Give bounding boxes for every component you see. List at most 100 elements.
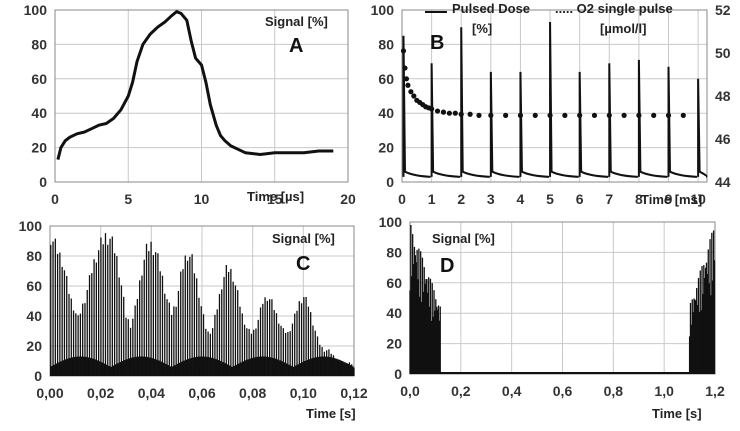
x-tick-label: 0,6: [553, 383, 573, 399]
o2-data-point: [606, 112, 612, 118]
o2-data-point: [547, 112, 553, 118]
y-tick-label: 60: [26, 278, 42, 294]
x-tick-label: 0,0: [400, 383, 420, 399]
pulse-trace: [697, 78, 708, 178]
o2-data-point: [476, 112, 482, 118]
x-tick-label: 0: [398, 191, 406, 207]
panel-d-letter: D: [440, 255, 454, 277]
legend-o2-unit: [µmol/l]: [600, 21, 646, 36]
y2-tick-label: 50: [715, 45, 731, 61]
x-tick-label: 3: [487, 191, 495, 207]
pulse-trace: [430, 63, 461, 178]
panel-a-letter: A: [289, 35, 303, 57]
y-tick-label: 0: [386, 174, 394, 190]
y-tick-label: 40: [386, 305, 402, 321]
o2-data-point: [446, 110, 452, 116]
o2-data-point: [408, 89, 414, 95]
panel-d-xlabel: Time [s]: [652, 406, 702, 421]
pulse-trace: [460, 27, 490, 178]
o2-data-point: [517, 112, 524, 118]
x-tick-label: 0,4: [502, 383, 522, 399]
o2-data-point: [680, 112, 686, 118]
panel-a-xlabel: Time [µs]: [247, 189, 304, 204]
x-tick-label: 7: [605, 191, 613, 207]
panel-b: 0 20 40 60 80 100 44 46 48 50 52 0 1 2 3 4 5 6 7 8 9 10 Pul…: [371, 1, 731, 207]
pulse-trace: [637, 59, 668, 178]
o2-data-point: [440, 109, 447, 115]
o2-data-point: [503, 112, 509, 118]
y-tick-label: 100: [19, 218, 43, 234]
x-tick-label: 0,02: [87, 385, 114, 401]
panel-a: 0 20 40 60 80 100 0 5 10 15 20 Signal [%] A Time …: [24, 2, 356, 207]
x-tick-label: 5: [546, 191, 554, 207]
legend-o2-single-pulse: ..... O2 single pulse: [555, 1, 673, 16]
y-tick-label: 80: [26, 248, 42, 264]
y-tick-label: 0: [394, 366, 402, 382]
y-tick-label: 100: [371, 2, 395, 18]
pulse-trace: [549, 22, 579, 178]
y2-tick-label: 46: [715, 131, 731, 147]
y-tick-label: 40: [31, 105, 47, 121]
x-tick-label: 10: [194, 191, 210, 207]
o2-data-point: [577, 112, 583, 118]
y-tick-label: 80: [378, 36, 394, 52]
x-tick-label: 2: [457, 191, 465, 207]
o2-data-point: [403, 76, 410, 82]
o2-data-point: [562, 112, 568, 118]
y-tick-label: 20: [31, 140, 47, 156]
x-tick-label: 0,8: [604, 383, 624, 399]
pulse-trace: [489, 71, 520, 178]
o2-data-point: [434, 108, 441, 114]
y2-tick-label: 52: [715, 2, 731, 18]
o2-data-point: [488, 112, 494, 118]
x-tick-label: 0: [51, 191, 59, 207]
panel-c: 0 20 40 60 80 100 0,00 0,02 0,04 0,06 0,08 0,10 0,1…: [19, 218, 368, 421]
x-tick-label: 0,2: [451, 383, 471, 399]
y-tick-label: 60: [378, 71, 394, 87]
pulse-trace: [667, 66, 698, 178]
x-tick-label: 15: [267, 191, 283, 207]
panel-d-ylabel: Signal [%]: [432, 231, 495, 246]
x-tick-label: 0,10: [290, 385, 317, 401]
panel-b-xlabel: Time [ms]: [641, 192, 702, 207]
x-tick-label: 0,00: [36, 385, 63, 401]
pulse-trace: [608, 63, 638, 178]
o2-data-point: [400, 48, 407, 54]
y-tick-label: 0: [34, 368, 42, 384]
y-tick-label: 60: [31, 71, 47, 87]
x-tick-label: 1,2: [705, 383, 725, 399]
x-tick-label: 0,04: [138, 385, 165, 401]
x-tick-label: 1,0: [654, 383, 674, 399]
x-tick-label: 9: [665, 191, 673, 207]
o2-data-point: [621, 112, 627, 118]
o2-data-point: [452, 110, 458, 116]
o2-data-point: [651, 112, 657, 118]
y2-tick-label: 44: [715, 174, 731, 190]
legend-pulsed-dose: Pulsed Dose: [452, 1, 530, 16]
y-tick-label: 40: [26, 308, 42, 324]
y-tick-label: 20: [386, 336, 402, 352]
o2-data-point: [402, 65, 408, 71]
x-tick-label: 0,06: [188, 385, 215, 401]
panel-b-letter: B: [430, 32, 444, 54]
panel-c-ylabel: Signal [%]: [272, 231, 335, 246]
panel-a-ylabel: Signal [%]: [265, 14, 328, 29]
y-tick-label: 80: [31, 36, 47, 52]
y-tick-label: 60: [386, 275, 402, 291]
o2-data-point: [458, 111, 464, 117]
x-tick-label: 4: [517, 191, 525, 207]
o2-data-point: [429, 106, 435, 112]
x-tick-label: 5: [124, 191, 132, 207]
x-tick-label: 20: [340, 191, 356, 207]
y-tick-label: 20: [26, 338, 42, 354]
pulse-trace: [519, 71, 550, 178]
x-tick-label: 1: [428, 191, 436, 207]
panel-c-xlabel: Time [s]: [306, 406, 356, 421]
o2-data-point: [591, 112, 598, 118]
o2-data-point: [532, 112, 538, 118]
y-tick-label: 0: [39, 174, 47, 190]
panel-c-letter: C: [296, 253, 310, 275]
y-tick-label: 40: [378, 105, 394, 121]
x-tick-label: 8: [635, 191, 643, 207]
